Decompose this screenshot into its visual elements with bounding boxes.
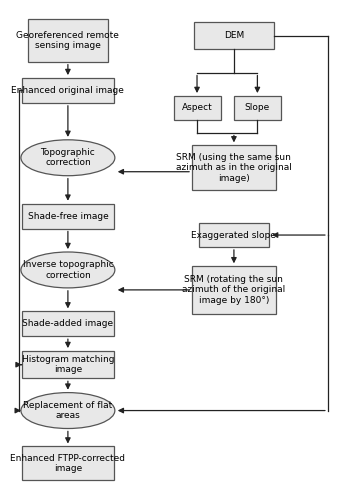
Text: Histogram matching
image: Histogram matching image <box>21 355 114 374</box>
FancyBboxPatch shape <box>22 204 114 229</box>
Text: Enhanced original image: Enhanced original image <box>12 86 124 95</box>
Text: Shade-free image: Shade-free image <box>27 212 108 220</box>
FancyBboxPatch shape <box>234 96 281 120</box>
Text: Replacement of flat
areas: Replacement of flat areas <box>23 401 113 420</box>
FancyBboxPatch shape <box>192 266 276 314</box>
Text: Enhanced FTPP-corrected
image: Enhanced FTPP-corrected image <box>11 454 125 473</box>
FancyBboxPatch shape <box>22 446 114 480</box>
Text: Topographic
correction: Topographic correction <box>40 148 95 168</box>
Text: DEM: DEM <box>224 31 244 40</box>
Ellipse shape <box>21 252 115 288</box>
Text: Exaggerated slope: Exaggerated slope <box>191 230 276 239</box>
Ellipse shape <box>21 392 115 428</box>
FancyBboxPatch shape <box>174 96 220 120</box>
FancyBboxPatch shape <box>28 20 108 62</box>
Text: Slope: Slope <box>245 104 270 112</box>
Ellipse shape <box>21 140 115 175</box>
Text: SRM (rotating the sun
azimuth of the original
image by 180°): SRM (rotating the sun azimuth of the ori… <box>182 275 285 305</box>
Text: Georeferenced remote
sensing image: Georeferenced remote sensing image <box>17 31 119 50</box>
FancyBboxPatch shape <box>194 22 274 50</box>
FancyBboxPatch shape <box>22 351 114 378</box>
Text: SRM (using the same sun
azimuth as in the original
image): SRM (using the same sun azimuth as in th… <box>176 153 292 182</box>
FancyBboxPatch shape <box>22 78 114 103</box>
FancyBboxPatch shape <box>192 146 276 190</box>
Text: Inverse topographic
correction: Inverse topographic correction <box>23 260 113 280</box>
Text: Aspect: Aspect <box>182 104 212 112</box>
FancyBboxPatch shape <box>22 312 114 336</box>
Text: Shade-added image: Shade-added image <box>22 320 113 328</box>
FancyBboxPatch shape <box>199 223 269 247</box>
